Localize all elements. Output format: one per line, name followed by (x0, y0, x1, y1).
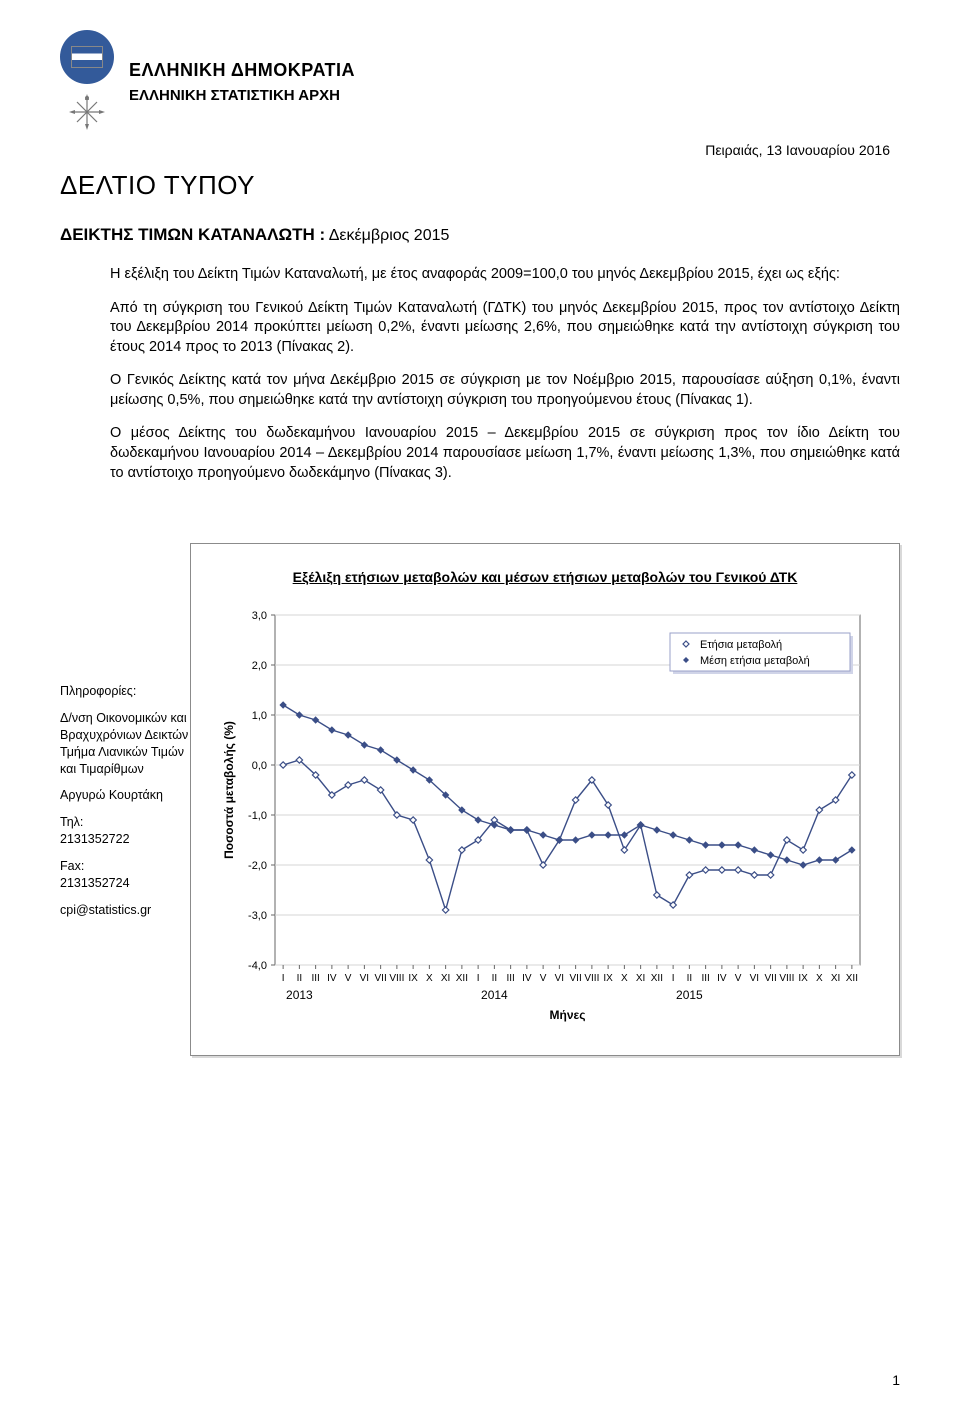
subject-line: ΔΕΙΚΤΗΣ ΤΙΜΩΝ ΚΑΤΑΝΑΛΩΤΗ : Δεκέμβριος 20… (60, 225, 900, 245)
page-number: 1 (892, 1372, 900, 1388)
info-dept: Δ/νση Οικονομικών και Βραχυχρόνιων Δεικτ… (60, 710, 190, 778)
line-chart: 3,0 2,0 1,0 0,0 -1,0 -2,0 -3,0 -4,0 Ποσοστά μετα… (211, 605, 879, 1035)
svg-text:2,0: 2,0 (252, 660, 267, 672)
contact-info: Πληροφορίες: Δ/νση Οικονομικών και Βραχυ… (60, 543, 190, 929)
org-title-1: ΕΛΛΗΝΙΚΗ ΔΗΜΟΚΡΑΤΙΑ (129, 60, 355, 81)
svg-text:II: II (297, 973, 303, 984)
emblem-column (60, 30, 114, 132)
svg-text:XII: XII (651, 973, 663, 984)
svg-text:III: III (701, 973, 709, 984)
svg-text:XII: XII (846, 973, 858, 984)
svg-text:VIII: VIII (389, 973, 404, 984)
svg-text:-3,0: -3,0 (248, 910, 267, 922)
info-fax: Fax: 2131352724 (60, 858, 190, 892)
svg-text:III: III (506, 973, 514, 984)
svg-text:X: X (426, 973, 433, 984)
press-release-title: ΔΕΛΤΙΟ ΤΥΠΟΥ (60, 170, 900, 201)
chart-title: Εξέλιξη ετήσιων μεταβολών και μέσων ετήσ… (211, 569, 879, 585)
svg-text:XI: XI (636, 973, 645, 984)
svg-text:VII: VII (375, 973, 387, 984)
svg-text:VIII: VIII (779, 973, 794, 984)
svg-text:III: III (311, 973, 319, 984)
info-email: cpi@statistics.gr (60, 902, 190, 919)
org-titles: ΕΛΛΗΝΙΚΗ ΔΗΜΟΚΡΑΤΙΑ ΕΛΛΗΝΙΚΗ ΣΤΑΤΙΣΤΙΚΗ … (129, 30, 355, 104)
body-text: Η εξέλιξη του Δείκτη Τιμών Καταναλωτή, μ… (110, 265, 900, 483)
svg-text:3,0: 3,0 (252, 610, 267, 622)
svg-text:II: II (687, 973, 693, 984)
svg-text:0,0: 0,0 (252, 760, 267, 772)
greek-coat-of-arms-icon (60, 30, 114, 84)
svg-text:2015: 2015 (676, 988, 703, 1002)
info-contact-name: Αργυρώ Κουρτάκη (60, 787, 190, 804)
svg-text:XI: XI (831, 973, 840, 984)
svg-text:VIII: VIII (584, 973, 599, 984)
svg-text:1,0: 1,0 (252, 710, 267, 722)
svg-text:IV: IV (327, 973, 337, 984)
svg-text:XII: XII (456, 973, 468, 984)
svg-text:VI: VI (555, 973, 564, 984)
svg-text:V: V (345, 973, 352, 984)
svg-text:-2,0: -2,0 (248, 860, 267, 872)
svg-text:-4,0: -4,0 (248, 960, 267, 972)
svg-text:X: X (621, 973, 628, 984)
paragraph-3: Ο Γενικός Δείκτης κατά τον μήνα Δεκέμβρι… (110, 371, 900, 410)
document-header: ΕΛΛΗΝΙΚΗ ΔΗΜΟΚΡΑΤΙΑ ΕΛΛΗΝΙΚΗ ΣΤΑΤΙΣΤΙΚΗ … (60, 30, 900, 132)
svg-text:I: I (282, 973, 285, 984)
info-heading: Πληροφορίες: (60, 683, 190, 700)
svg-text:V: V (735, 973, 742, 984)
svg-text:VI: VI (750, 973, 759, 984)
svg-text:I: I (672, 973, 675, 984)
svg-text:2013: 2013 (286, 988, 313, 1002)
svg-text:IV: IV (522, 973, 532, 984)
svg-text:-1,0: -1,0 (248, 810, 267, 822)
svg-text:X: X (816, 973, 823, 984)
paragraph-1: Η εξέλιξη του Δείκτη Τιμών Καταναλωτή, μ… (110, 265, 900, 285)
svg-text:II: II (492, 973, 498, 984)
subject-caps: ΔΕΙΚΤΗΣ ΤΙΜΩΝ ΚΑΤΑΝΑΛΩΤΗ : (60, 225, 325, 244)
svg-text:I: I (477, 973, 480, 984)
info-tel: Τηλ: 2131352722 (60, 814, 190, 848)
paragraph-2: Από τη σύγκριση του Γενικού Δείκτη Τιμών… (110, 299, 900, 358)
svg-text:IX: IX (798, 973, 808, 984)
document-date: Πειραιάς, 13 Ιανουαρίου 2016 (60, 142, 900, 158)
svg-text:VII: VII (570, 973, 582, 984)
svg-text:VII: VII (765, 973, 777, 984)
svg-text:Ετήσια μεταβολή: Ετήσια μεταβολή (700, 639, 782, 651)
svg-text:Ποσοστά μεταβολής (%): Ποσοστά μεταβολής (%) (222, 721, 236, 859)
elstat-logo-icon (67, 92, 107, 132)
svg-text:Μέση ετήσια μεταβολή: Μέση ετήσια μεταβολή (700, 655, 810, 667)
svg-text:IV: IV (717, 973, 727, 984)
svg-text:V: V (540, 973, 547, 984)
chart-panel: Εξέλιξη ετήσιων μεταβολών και μέσων ετήσ… (190, 543, 900, 1056)
org-title-2: ΕΛΛΗΝΙΚΗ ΣΤΑΤΙΣΤΙΚΗ ΑΡΧΗ (129, 87, 355, 104)
paragraph-4: Ο μέσος Δείκτης του δωδεκαμήνου Ιανουαρί… (110, 424, 900, 483)
svg-text:Μήνες: Μήνες (550, 1008, 586, 1022)
svg-text:IX: IX (408, 973, 418, 984)
svg-text:VI: VI (360, 973, 369, 984)
svg-text:2014: 2014 (481, 988, 508, 1002)
subject-rest: Δεκέμβριος 2015 (325, 227, 449, 244)
svg-text:IX: IX (603, 973, 613, 984)
svg-text:XI: XI (441, 973, 450, 984)
